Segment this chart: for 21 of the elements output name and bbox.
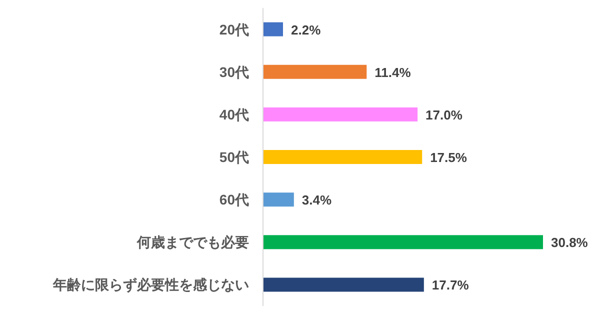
bar — [263, 278, 424, 292]
bar — [263, 150, 422, 164]
data-label: 3.4% — [302, 192, 332, 208]
data-label: 30.8% — [551, 235, 588, 250]
bar — [263, 22, 283, 36]
bar — [263, 235, 543, 250]
bar — [263, 192, 294, 207]
data-label: 17.0% — [426, 107, 463, 122]
y-tick-label: 年齢に限らず必要性を感じない — [52, 276, 249, 294]
y-tick-label: 何歳まででも必要 — [136, 234, 249, 250]
y-tick-label: 20代 — [219, 21, 249, 38]
y-tick-label: 40代 — [219, 106, 249, 122]
data-label: 11.4% — [374, 64, 412, 80]
data-label: 17.5% — [430, 150, 468, 165]
y-tick-label: 60代 — [219, 192, 249, 208]
bar — [263, 64, 367, 79]
data-label: 17.7% — [432, 278, 470, 293]
y-tick-label: 50代 — [219, 149, 249, 165]
y-tick-label: 30代 — [219, 64, 249, 80]
bar — [263, 107, 418, 122]
data-label: 2.2% — [291, 22, 322, 38]
